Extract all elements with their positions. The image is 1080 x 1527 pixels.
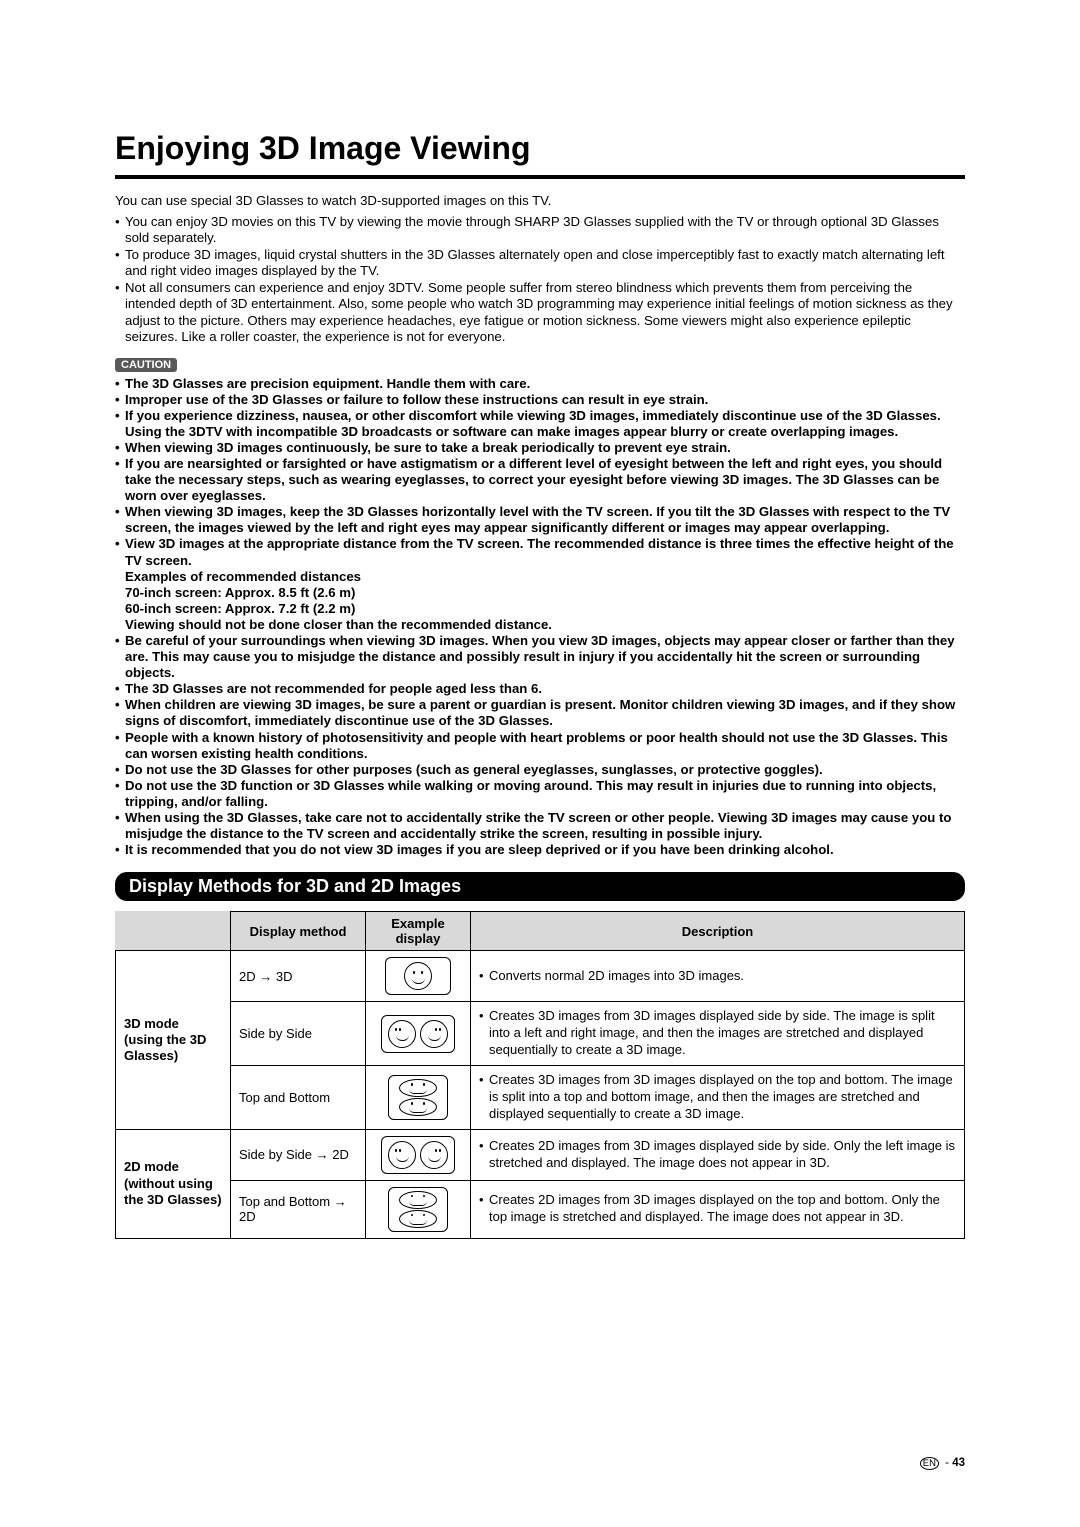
intro-list-item: You can enjoy 3D movies on this TV by vi… <box>115 214 965 247</box>
table-description: Creates 3D images from 3D images display… <box>471 1002 965 1066</box>
title-rule <box>115 175 965 179</box>
intro-paragraph: You can use special 3D Glasses to watch … <box>115 193 965 210</box>
intro-list-item: Not all consumers can experience and enj… <box>115 280 965 346</box>
caution-list-item: When children are viewing 3D images, be … <box>115 697 965 729</box>
table-header-blank <box>116 912 231 951</box>
caution-subline: 70-inch screen: Approx. 8.5 ft (2.6 m) <box>115 585 965 601</box>
footer-lang: EN <box>920 1457 939 1470</box>
smiley-tab-icon <box>388 1075 448 1120</box>
table-method: Top and Bottom <box>231 1065 366 1129</box>
table-example-icon <box>366 1065 471 1129</box>
table-description: Converts normal 2D images into 3D images… <box>471 951 965 1002</box>
caution-subline: Viewing should not be done closer than t… <box>115 617 965 633</box>
display-methods-table: Display method Example display Descripti… <box>115 911 965 1238</box>
smiley-sbs-icon <box>381 1015 455 1053</box>
table-method: Side by Side → 2D <box>231 1129 366 1180</box>
table-rowhead-2d-mode: 2D mode (without using the 3D Glasses) <box>116 1129 231 1238</box>
table-method: Top and Bottom → 2D <box>231 1180 366 1238</box>
table-method: 2D → 3D <box>231 951 366 1002</box>
smiley-tab-icon <box>388 1187 448 1232</box>
caution-list-item: The 3D Glasses are not recommended for p… <box>115 681 965 697</box>
caution-list-item: When using the 3D Glasses, take care not… <box>115 810 965 842</box>
footer-page-number: 43 <box>952 1457 965 1469</box>
caution-list: The 3D Glasses are precision equipment. … <box>115 376 965 569</box>
caution-list-item: When viewing 3D images, keep the 3D Glas… <box>115 504 965 536</box>
table-header: Example display <box>366 912 471 951</box>
table-description: Creates 3D images from 3D images display… <box>471 1065 965 1129</box>
table-description: Creates 2D images from 3D images display… <box>471 1129 965 1180</box>
caution-list-item: Be careful of your surroundings when vie… <box>115 633 965 681</box>
intro-list: You can enjoy 3D movies on this TV by vi… <box>115 214 965 346</box>
table-header: Description <box>471 912 965 951</box>
table-rowhead-3d-mode: 3D mode (using the 3D Glasses) <box>116 951 231 1129</box>
caution-list-2: Be careful of your surroundings when vie… <box>115 633 965 858</box>
caution-list-item: Do not use the 3D function or 3D Glasses… <box>115 778 965 810</box>
smiley-single-icon <box>385 957 451 995</box>
page-title: Enjoying 3D Image Viewing <box>115 130 965 167</box>
caution-badge: CAUTION <box>115 358 177 372</box>
table-header: Display method <box>231 912 366 951</box>
caution-list-item: If you experience dizziness, nausea, or … <box>115 408 965 440</box>
smiley-sbs-icon <box>381 1136 455 1174</box>
page-footer: EN - 43 <box>920 1457 965 1469</box>
caution-list-item: Do not use the 3D Glasses for other purp… <box>115 762 965 778</box>
caution-list-item: It is recommended that you do not view 3… <box>115 842 965 858</box>
caution-list-item: When viewing 3D images continuously, be … <box>115 440 965 456</box>
caution-list-item: View 3D images at the appropriate distan… <box>115 536 965 568</box>
table-example-icon <box>366 951 471 1002</box>
caution-list-item: The 3D Glasses are precision equipment. … <box>115 376 965 392</box>
intro-list-item: To produce 3D images, liquid crystal shu… <box>115 247 965 280</box>
caution-list-item: Improper use of the 3D Glasses or failur… <box>115 392 965 408</box>
table-example-icon <box>366 1129 471 1180</box>
caution-list-item: People with a known history of photosens… <box>115 730 965 762</box>
caution-subline: 60-inch screen: Approx. 7.2 ft (2.2 m) <box>115 601 965 617</box>
caution-subline: Examples of recommended distances <box>115 569 965 585</box>
table-example-icon <box>366 1002 471 1066</box>
caution-list-item: If you are nearsighted or farsighted or … <box>115 456 965 504</box>
table-example-icon <box>366 1180 471 1238</box>
table-method: Side by Side <box>231 1002 366 1066</box>
table-description: Creates 2D images from 3D images display… <box>471 1180 965 1238</box>
section-heading: Display Methods for 3D and 2D Images <box>115 872 965 901</box>
